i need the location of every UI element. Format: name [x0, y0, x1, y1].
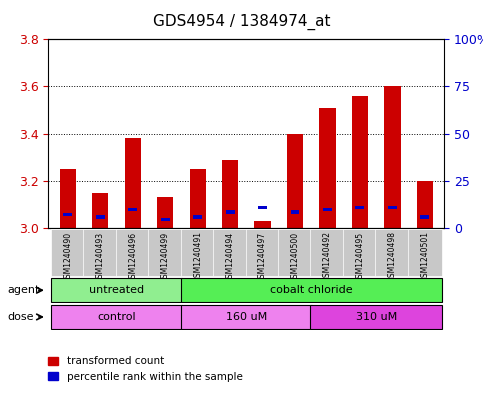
Bar [125, 138, 141, 228]
Bar [323, 208, 332, 211]
FancyBboxPatch shape [115, 229, 150, 276]
FancyBboxPatch shape [311, 229, 344, 276]
FancyBboxPatch shape [181, 229, 214, 276]
FancyBboxPatch shape [181, 278, 442, 302]
Text: 160 uM: 160 uM [226, 312, 267, 322]
Bar [96, 215, 105, 219]
Bar [226, 211, 235, 214]
Bar [161, 218, 170, 221]
FancyBboxPatch shape [311, 305, 442, 329]
Text: dose: dose [7, 312, 34, 322]
Text: GSM1240500: GSM1240500 [291, 231, 299, 283]
Bar [420, 215, 429, 219]
FancyBboxPatch shape [51, 278, 182, 302]
Text: GSM1240498: GSM1240498 [388, 231, 397, 283]
Text: untreated: untreated [89, 285, 144, 295]
FancyBboxPatch shape [51, 305, 182, 329]
Bar [417, 181, 433, 228]
Bar [287, 134, 303, 228]
Bar [157, 197, 173, 228]
Bar [384, 86, 400, 228]
Text: GSM1240491: GSM1240491 [193, 231, 202, 283]
Text: GSM1240494: GSM1240494 [226, 231, 235, 283]
FancyBboxPatch shape [148, 229, 182, 276]
FancyBboxPatch shape [181, 305, 312, 329]
FancyBboxPatch shape [278, 229, 312, 276]
FancyBboxPatch shape [408, 229, 442, 276]
Text: GSM1240497: GSM1240497 [258, 231, 267, 283]
Text: control: control [97, 312, 136, 322]
Bar [128, 208, 137, 211]
Text: GSM1240499: GSM1240499 [161, 231, 170, 283]
Text: GSM1240501: GSM1240501 [420, 231, 429, 283]
Bar [255, 221, 270, 228]
Text: GSM1240493: GSM1240493 [96, 231, 105, 283]
FancyBboxPatch shape [245, 229, 280, 276]
FancyBboxPatch shape [213, 229, 247, 276]
Bar [60, 169, 76, 228]
Bar [92, 193, 108, 228]
Text: agent: agent [7, 285, 40, 295]
Text: GSM1240490: GSM1240490 [63, 231, 72, 283]
Bar [388, 206, 397, 209]
Legend: transformed count, percentile rank within the sample: transformed count, percentile rank withi… [44, 352, 247, 386]
Text: 310 uM: 310 uM [355, 312, 397, 322]
Bar [291, 211, 299, 214]
Bar [193, 215, 202, 219]
Text: GDS4954 / 1384974_at: GDS4954 / 1384974_at [153, 14, 330, 30]
Bar [352, 96, 368, 228]
FancyBboxPatch shape [83, 229, 117, 276]
Bar [319, 108, 336, 228]
Text: GSM1240492: GSM1240492 [323, 231, 332, 283]
Bar [222, 160, 238, 228]
Text: cobalt chloride: cobalt chloride [270, 285, 353, 295]
Bar [355, 206, 364, 209]
Bar [258, 206, 267, 209]
Text: GSM1240496: GSM1240496 [128, 231, 137, 283]
Text: GSM1240495: GSM1240495 [355, 231, 365, 283]
FancyBboxPatch shape [51, 229, 85, 276]
FancyBboxPatch shape [375, 229, 410, 276]
Bar [63, 213, 72, 216]
Bar [189, 169, 206, 228]
FancyBboxPatch shape [343, 229, 377, 276]
